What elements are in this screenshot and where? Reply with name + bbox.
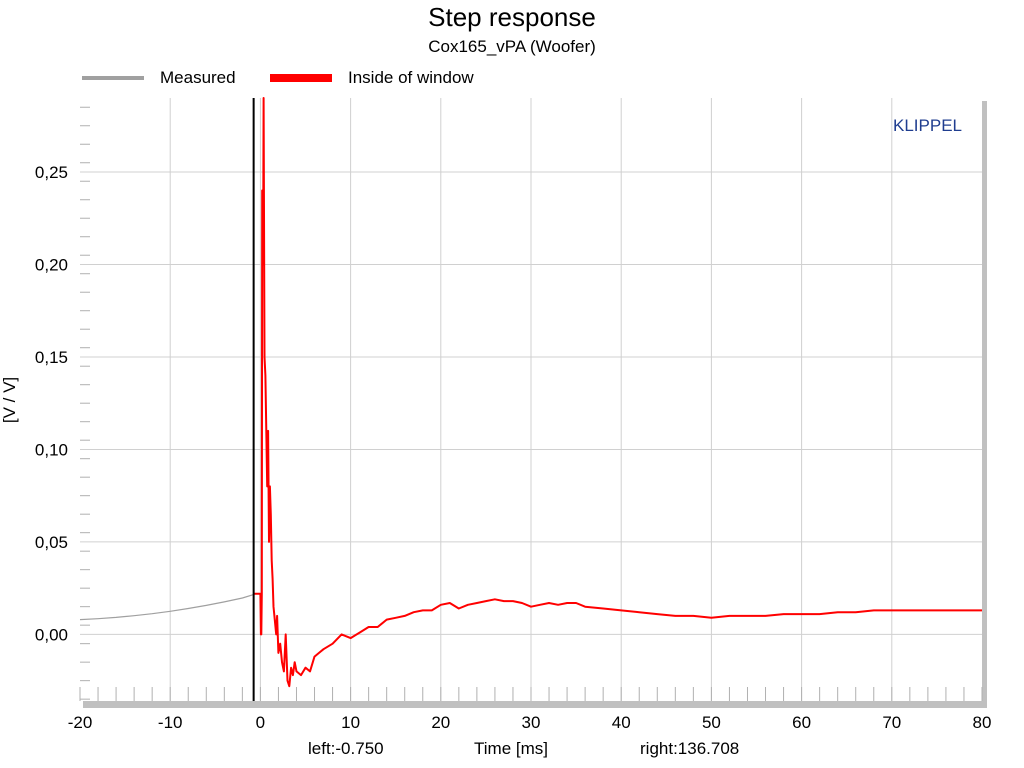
y-tick-label: 0,10 <box>35 440 68 459</box>
series-line-inside-window <box>253 97 982 688</box>
klippel-watermark: KLIPPEL <box>893 116 962 135</box>
y-tick-label: 0,20 <box>35 255 68 274</box>
x-tick-label: 80 <box>973 713 992 732</box>
y-axis-label: [V / V] <box>0 377 19 423</box>
y-tick-label: 0,25 <box>35 163 68 182</box>
y-tick-label: 0,00 <box>35 625 68 644</box>
legend-label-measured: Measured <box>160 68 236 87</box>
x-tick-label: 10 <box>341 713 360 732</box>
x-tick-label: 0 <box>256 713 265 732</box>
x-tick-label: -20 <box>68 713 93 732</box>
x-tick-label: 70 <box>882 713 901 732</box>
chart-title: Step response <box>428 2 596 32</box>
legend-label-inside-window: Inside of window <box>348 68 474 87</box>
x-tick-label: 20 <box>431 713 450 732</box>
x-tick-label: 60 <box>792 713 811 732</box>
chart-subtitle: Cox165_vPA (Woofer) <box>428 37 596 56</box>
y-tick-label: 0,05 <box>35 533 68 552</box>
x-tick-label: 50 <box>702 713 721 732</box>
x-tick-label: 30 <box>522 713 541 732</box>
x-axis-label: Time [ms] <box>474 739 548 758</box>
legend-swatch-measured <box>82 76 144 80</box>
legend-swatch-inside-window <box>270 74 332 82</box>
right-cursor-readout: right:136.708 <box>640 739 740 758</box>
x-tick-label: -10 <box>158 713 183 732</box>
x-tick-label: 40 <box>612 713 631 732</box>
series-line-measured <box>79 594 254 621</box>
left-cursor-readout: left:-0.750 <box>308 739 384 758</box>
y-tick-label: 0,15 <box>35 348 68 367</box>
